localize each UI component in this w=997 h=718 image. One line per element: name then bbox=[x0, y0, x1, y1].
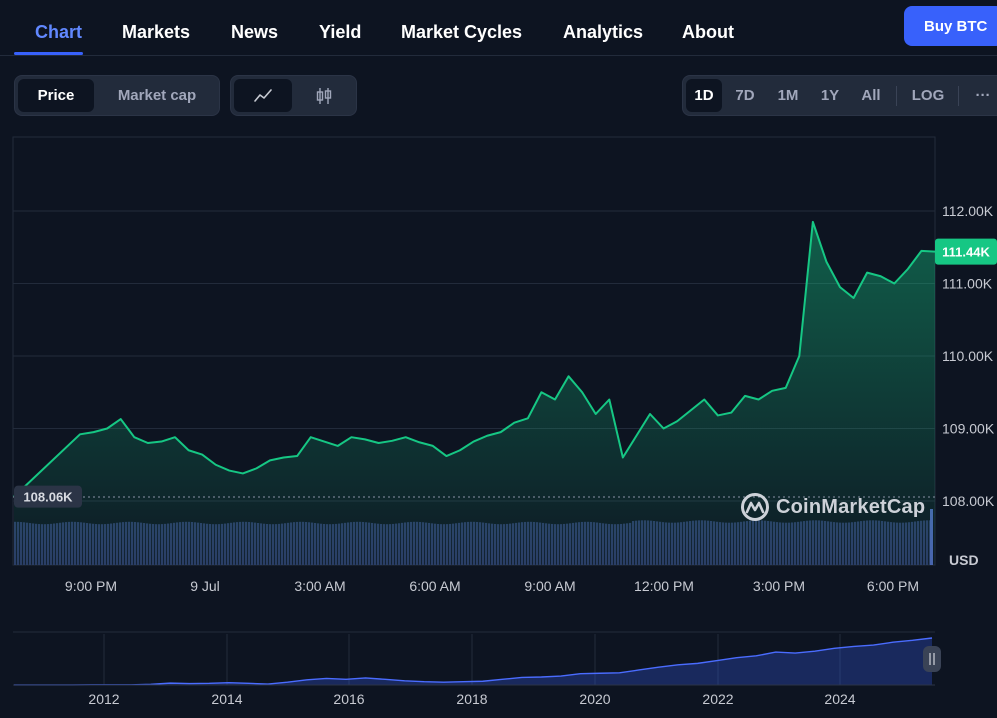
opening-price-badge: 108.06K bbox=[14, 485, 82, 508]
tab-analytics[interactable]: Analytics bbox=[563, 22, 644, 42]
range-divider-2 bbox=[958, 86, 959, 106]
x-tick-label: 9 Jul bbox=[190, 578, 220, 594]
line-chart-button[interactable] bbox=[234, 79, 292, 112]
navigator-area bbox=[14, 638, 932, 685]
tab-chart[interactable]: Chart bbox=[35, 22, 83, 42]
navigator-year-label: 2022 bbox=[702, 691, 733, 707]
y-tick-label: 109.00K bbox=[942, 421, 995, 437]
price-tab[interactable]: Price bbox=[18, 79, 94, 112]
market-cap-tab[interactable]: Market cap bbox=[117, 87, 197, 104]
price-line bbox=[13, 220, 936, 498]
price-chart[interactable]: 112.00K 111.00K 110.00K 109.00K 108.00K 9:00… bbox=[0, 130, 997, 600]
range-1d[interactable]: 1D bbox=[686, 79, 722, 112]
x-tick-label: 3:00 PM bbox=[753, 578, 805, 594]
navigator-year-label: 2016 bbox=[333, 691, 364, 707]
range-switch: 1D 7D 1M 1Y All LOG ··· bbox=[682, 75, 997, 116]
navigator-year-label: 2020 bbox=[579, 691, 610, 707]
navigator-year-label: 2012 bbox=[88, 691, 119, 707]
coinmarketcap-watermark: CoinMarketCap bbox=[740, 491, 925, 523]
y-tick-label: 111.00K bbox=[942, 276, 993, 292]
tab-yield[interactable]: Yield bbox=[319, 22, 362, 42]
more-options-button[interactable]: ··· bbox=[975, 87, 991, 104]
current-price-badge: 111.44K bbox=[935, 238, 997, 265]
navigator-year-label: 2018 bbox=[456, 691, 487, 707]
x-tick-label: 6:00 PM bbox=[867, 578, 919, 594]
range-1m[interactable]: 1M bbox=[777, 87, 799, 104]
active-tab-indicator bbox=[14, 52, 83, 55]
current-price-label: 111.44K bbox=[942, 245, 990, 260]
buy-btc-button[interactable]: Buy BTC bbox=[904, 6, 997, 46]
currency-label: USD bbox=[949, 552, 979, 568]
y-tick-label: 108.00K bbox=[942, 493, 995, 509]
x-tick-label: 6:00 AM bbox=[409, 578, 460, 594]
candlestick-button[interactable] bbox=[295, 79, 353, 112]
x-tick-label: 12:00 PM bbox=[634, 578, 694, 594]
navigator-year-label: 2014 bbox=[211, 691, 242, 707]
tab-market-cycles[interactable]: Market Cycles bbox=[401, 22, 523, 42]
range-7d[interactable]: 7D bbox=[735, 87, 755, 104]
watermark-text: CoinMarketCap bbox=[776, 495, 926, 518]
price-area bbox=[14, 221, 935, 565]
range-divider bbox=[896, 86, 897, 106]
candlestick-icon bbox=[316, 87, 332, 104]
chart-type-switch bbox=[230, 75, 357, 116]
navigator-line bbox=[14, 637, 933, 686]
y-axis-labels: 112.00K 111.00K 110.00K 109.00K 108.00K bbox=[942, 203, 995, 509]
navigator-grid bbox=[103, 634, 841, 685]
tab-news[interactable]: News bbox=[231, 22, 279, 42]
log-scale-toggle[interactable]: LOG bbox=[911, 87, 945, 104]
coinmarketcap-logo-icon bbox=[741, 493, 769, 521]
x-tick-label: 9:00 PM bbox=[65, 578, 117, 594]
x-axis-labels: 9:00 PM 9 Jul 3:00 AM 6:00 AM 9:00 AM 12:00 P… bbox=[65, 578, 919, 594]
y-tick-label: 110.00K bbox=[942, 348, 994, 364]
range-1y[interactable]: 1Y bbox=[820, 87, 840, 104]
tab-markets[interactable]: Markets bbox=[122, 22, 191, 42]
navigator-handle[interactable] bbox=[923, 646, 941, 672]
x-tick-label: 3:00 AM bbox=[294, 578, 345, 594]
opening-price-label: 108.06K bbox=[23, 490, 73, 505]
y-tick-label: 112.00K bbox=[942, 203, 994, 219]
x-tick-label: 9:00 AM bbox=[524, 578, 575, 594]
range-all[interactable]: All bbox=[861, 87, 881, 104]
metric-switch: Price Market cap bbox=[14, 75, 220, 116]
range-navigator[interactable]: 2012 2014 2016 2018 2020 2022 2024 bbox=[0, 630, 997, 718]
navigator-year-label: 2024 bbox=[824, 691, 855, 707]
top-nav: Chart Markets News Yield Market Cycles A… bbox=[0, 0, 997, 56]
navigator-x-labels: 2012 2014 2016 2018 2020 2022 2024 bbox=[88, 691, 855, 707]
line-chart-icon bbox=[254, 88, 272, 102]
tab-about[interactable]: About bbox=[682, 22, 734, 42]
